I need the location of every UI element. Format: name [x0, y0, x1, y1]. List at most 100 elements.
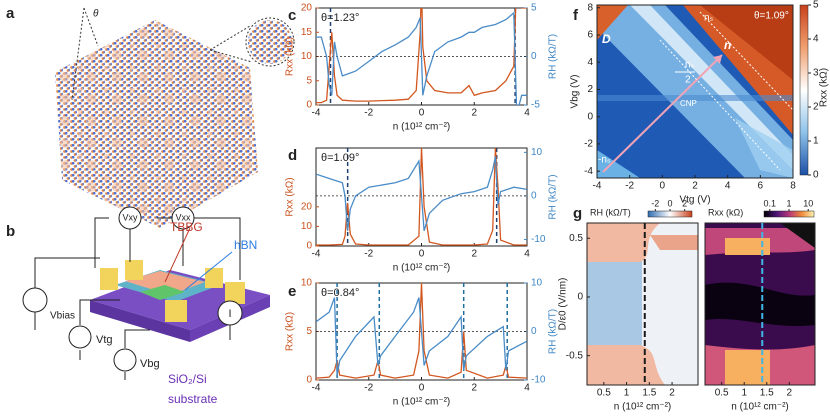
label-vxx: Vxx: [175, 212, 191, 222]
panel-label: d: [288, 147, 297, 164]
y-axis-label: D/ε0 (V/nm): [558, 278, 569, 331]
x-tick-label: -4: [312, 108, 321, 119]
y-axis-label: Rxx (kΩ): [285, 177, 296, 216]
colorbar-tick-label: 2: [682, 198, 687, 208]
chart-title: θ=1.09°: [321, 152, 359, 164]
label-vxy: Vxy: [122, 212, 138, 222]
y2-tick-label: -10: [531, 375, 546, 386]
annotation: D: [602, 32, 611, 46]
x-axis-label: n (10¹² cm⁻²): [393, 122, 451, 133]
x-tick-label: 0: [660, 181, 666, 192]
colorbar-tick-label: 3: [813, 68, 819, 79]
moire-lattice: [55, 7, 295, 228]
y-tick-label: 10: [301, 51, 313, 62]
colorbar-label: Rxx (kΩ): [819, 68, 830, 107]
y-axis-label: Rxx (kΩ): [285, 312, 296, 351]
y-tick-label: 0: [587, 111, 593, 122]
heatmap-image: [587, 223, 815, 385]
device-schematic: [22, 206, 270, 380]
x-tick-label: 0: [419, 108, 425, 119]
y2-axis-label: RH (kΩ/T): [548, 309, 559, 354]
y-tick-label: 4: [587, 57, 593, 68]
x-tick-label: 2: [787, 388, 793, 399]
y2-tick-label: 10: [531, 147, 543, 158]
chart-title: θ=1.23°: [321, 12, 359, 24]
label-vbg: Vbg: [140, 358, 160, 370]
y-tick-label: 5: [306, 75, 312, 86]
panel-label: f: [573, 7, 579, 24]
y-tick-label: 8: [587, 2, 593, 13]
y-tick-label: 0.5: [569, 233, 583, 244]
y2-tick-label: 0: [531, 191, 537, 202]
x-tick-label: 4: [524, 108, 530, 119]
colorbar-tick-label: 5: [813, 0, 819, 11]
x-tick-label: 6: [758, 181, 764, 192]
x-tick-label: 1.5: [760, 388, 774, 399]
y-tick-label: 5: [306, 326, 312, 337]
y-tick-label: 0: [306, 375, 312, 386]
y-tick-label: 20: [301, 3, 313, 14]
y-tick-label: 6: [587, 30, 593, 41]
x-tick-label: 0.5: [715, 388, 729, 399]
colorbar-label: RH (kΩ/T): [590, 207, 631, 217]
series-line: [316, 148, 527, 246]
colorbar-tick-label: 1: [813, 136, 819, 147]
x-tick-label: 0: [419, 249, 425, 260]
y-tick-label: 2: [587, 84, 593, 95]
y2-tick-label: 10: [531, 278, 543, 289]
y-tick-label: 0: [306, 100, 312, 111]
panel-label: g: [573, 205, 582, 222]
label-substrate: substrate: [168, 392, 218, 406]
label-hbn: hBN: [234, 238, 257, 252]
annotation: θ=1.09°: [754, 11, 789, 22]
x-tick-label: -2: [364, 249, 373, 260]
series-line: [316, 8, 527, 104]
annotation: nₛ: [704, 13, 714, 24]
y2-tick-label: -10: [531, 234, 546, 245]
colorbar-tick-label: 0.1: [764, 198, 777, 208]
y-tick-label: 0: [306, 241, 312, 252]
y2-axis-label: RH (kΩ/T): [548, 34, 559, 79]
plot-frame: [704, 222, 816, 386]
y2-tick-label: 5: [531, 3, 537, 14]
annotation: CNP: [680, 99, 697, 108]
label-tbbg: TBBG: [170, 220, 203, 234]
label-vtg: Vtg: [96, 334, 113, 346]
panel-label: e: [288, 283, 296, 300]
colorbar-tick-label: 2: [813, 102, 819, 113]
x-tick-label: 1.5: [642, 388, 656, 399]
y-tick-label: 15: [301, 27, 313, 38]
y-tick-label: -4: [584, 166, 593, 177]
series-line: [316, 297, 527, 376]
y-tick-label: 10: [301, 221, 313, 232]
panel-label: c: [288, 7, 296, 24]
x-tick-label: -2: [364, 383, 373, 394]
colorbar-label: Rxx (kΩ): [708, 207, 743, 217]
x-tick-label: 1: [624, 388, 630, 399]
annotation: nₛ: [685, 60, 695, 71]
y2-tick-label: 0: [531, 51, 537, 62]
x-tick-label: 4: [524, 383, 530, 394]
x-tick-label: -4: [312, 249, 321, 260]
x-tick-label: 2: [692, 181, 698, 192]
y-axis-label: Vbg (V): [570, 75, 581, 109]
y-tick-label: 10: [301, 278, 313, 289]
x-tick-label: -4: [593, 181, 602, 192]
x-axis-label: n (10¹² cm⁻²): [393, 397, 451, 408]
plot-frame: [586, 222, 699, 386]
x-tick-label: 8: [790, 181, 796, 192]
colorbar-tick-label: 0: [813, 170, 819, 181]
x-axis-label: n (10¹² cm⁻²): [393, 263, 451, 274]
label-vbias: Vbias: [50, 311, 75, 322]
colorbar: [647, 210, 693, 218]
colorbar-tick-label: 4: [813, 34, 819, 45]
label-sio2: SiO₂/Si: [168, 372, 207, 386]
panel-label: b: [6, 223, 15, 240]
x-tick-label: -4: [312, 383, 321, 394]
colorbar: [763, 210, 815, 218]
annotation: n: [724, 38, 731, 52]
y-tick-label: 0: [577, 292, 583, 303]
x-axis-label: n (10¹² cm⁻²): [731, 402, 789, 413]
annotation: 2: [685, 75, 691, 86]
